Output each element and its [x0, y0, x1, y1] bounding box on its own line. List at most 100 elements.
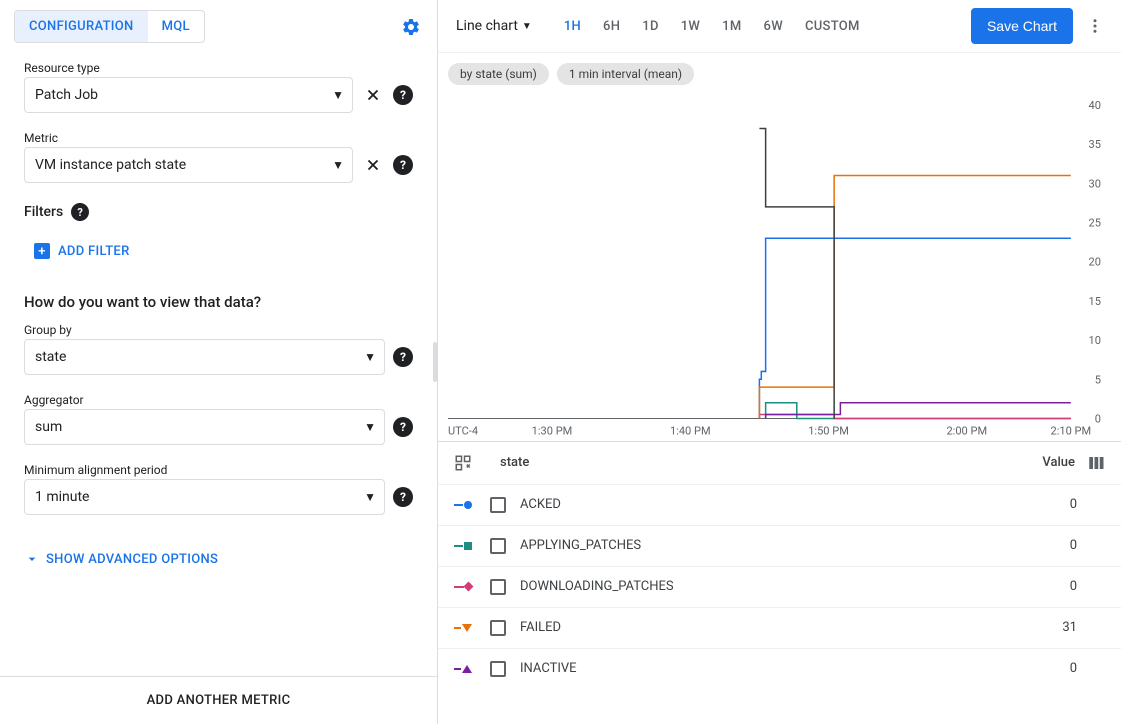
help-icon[interactable]: ? — [393, 155, 413, 175]
help-icon[interactable]: ? — [393, 85, 413, 105]
legend-marker — [454, 542, 472, 550]
aggregator-field: Aggregator sum ▼ ? — [24, 393, 413, 445]
config-panel: CONFIGURATION MQL Resource type Patch Jo… — [0, 0, 438, 724]
legend-row[interactable]: APPLYING_PATCHES 0 — [438, 525, 1121, 566]
legend-marker — [454, 583, 472, 590]
time-range-tabs: 1H6H1D1W1M6WCUSTOM — [554, 13, 870, 40]
time-range-6w[interactable]: 6W — [754, 13, 793, 40]
legend-checkbox[interactable] — [490, 579, 506, 595]
alignment-label: Minimum alignment period — [24, 463, 413, 477]
chip: by state (sum) — [448, 63, 549, 85]
clear-resource-type-button[interactable] — [361, 83, 385, 107]
svg-text:10: 10 — [1089, 334, 1101, 347]
legend-value: 0 — [1070, 497, 1077, 512]
group-by-value: state — [35, 349, 66, 365]
legend-label: DOWNLOADING_PATCHES — [520, 579, 1070, 594]
tabs: CONFIGURATION MQL — [14, 10, 205, 43]
chevron-down-icon: ▼ — [364, 420, 376, 434]
chart-panel: Line chart ▼ 1H6H1D1W1M6WCUSTOM Save Cha… — [438, 0, 1121, 724]
legend-label: APPLYING_PATCHES — [520, 538, 1070, 553]
help-icon[interactable]: ? — [71, 203, 89, 221]
plus-icon: + — [34, 243, 50, 259]
save-chart-button[interactable]: Save Chart — [971, 8, 1073, 44]
legend-checkbox[interactable] — [490, 661, 506, 677]
chart-type-label: Line chart — [456, 18, 518, 34]
legend-table: state Value ACKED 0 APPLYING_PATCHES 0 D… — [438, 441, 1121, 724]
aggregator-value: sum — [35, 419, 62, 435]
line-chart: 0510152025303540UTC-41:30 PM1:40 PM1:50 … — [448, 95, 1111, 441]
aggregator-select[interactable]: sum ▼ — [24, 409, 385, 445]
add-metric-button[interactable]: ADD ANOTHER METRIC — [0, 676, 437, 724]
more-options-button[interactable] — [1079, 10, 1111, 42]
legend-row[interactable]: INACTIVE 0 — [438, 648, 1121, 689]
metric-value: VM instance patch state — [35, 157, 186, 173]
gear-icon — [401, 17, 421, 37]
help-icon[interactable]: ? — [393, 347, 413, 367]
legend-value: 0 — [1070, 661, 1077, 676]
chevron-down-icon: ▼ — [332, 88, 344, 102]
svg-text:15: 15 — [1089, 295, 1101, 308]
chevron-down-icon: ▼ — [522, 21, 532, 32]
legend-label: INACTIVE — [520, 661, 1070, 676]
time-range-6h[interactable]: 6H — [593, 13, 630, 40]
tab-configuration[interactable]: CONFIGURATION — [15, 11, 148, 42]
legend-checkbox[interactable] — [490, 538, 506, 554]
chart-toolbar: Line chart ▼ 1H6H1D1W1M6WCUSTOM Save Cha… — [438, 0, 1121, 53]
svg-text:40: 40 — [1089, 99, 1101, 112]
time-range-1d[interactable]: 1D — [632, 13, 668, 40]
legend-value: 31 — [1062, 620, 1077, 635]
legend-value: 0 — [1070, 579, 1077, 594]
legend-header: state Value — [438, 442, 1121, 484]
legend-label: ACKED — [520, 497, 1070, 512]
svg-text:1:30 PM: 1:30 PM — [532, 425, 573, 438]
metric-select[interactable]: VM instance patch state ▼ — [24, 147, 353, 183]
legend-label: FAILED — [520, 620, 1062, 635]
panel-resize-handle[interactable] — [433, 342, 437, 382]
resource-type-select[interactable]: Patch Job ▼ — [24, 77, 353, 113]
time-range-custom[interactable]: CUSTOM — [795, 13, 870, 40]
chevron-down-icon — [24, 551, 40, 567]
settings-button[interactable] — [399, 15, 423, 39]
help-icon[interactable]: ? — [393, 417, 413, 437]
alignment-field: Minimum alignment period 1 minute ▼ ? — [24, 463, 413, 515]
group-by-field: Group by state ▼ ? — [24, 323, 413, 375]
time-range-1w[interactable]: 1W — [671, 13, 710, 40]
columns-icon[interactable] — [1087, 454, 1105, 472]
metric-label: Metric — [24, 131, 413, 145]
legend-checkbox[interactable] — [490, 497, 506, 513]
add-filter-button[interactable]: + ADD FILTER — [24, 225, 413, 269]
svg-text:5: 5 — [1095, 373, 1101, 386]
time-range-1m[interactable]: 1M — [712, 13, 751, 40]
metric-field: Metric VM instance patch state ▼ ? — [24, 131, 413, 183]
view-question: How do you want to view that data? — [24, 293, 413, 311]
chevron-down-icon: ▼ — [332, 158, 344, 172]
grid-icon — [454, 454, 472, 472]
alignment-select[interactable]: 1 minute ▼ — [24, 479, 385, 515]
svg-text:25: 25 — [1089, 217, 1101, 230]
filters-label: Filters — [24, 204, 63, 220]
group-by-select[interactable]: state ▼ — [24, 339, 385, 375]
close-icon — [364, 86, 382, 104]
group-by-label: Group by — [24, 323, 413, 337]
time-range-1h[interactable]: 1H — [554, 13, 591, 40]
help-icon[interactable]: ? — [393, 487, 413, 507]
resource-type-label: Resource type — [24, 61, 413, 75]
legend-row[interactable]: DOWNLOADING_PATCHES 0 — [438, 566, 1121, 607]
chevron-down-icon: ▼ — [364, 350, 376, 364]
show-advanced-button[interactable]: SHOW ADVANCED OPTIONS — [24, 533, 413, 585]
close-icon — [364, 156, 382, 174]
svg-text:2:00 PM: 2:00 PM — [946, 425, 987, 438]
chart-type-select[interactable]: Line chart ▼ — [448, 12, 540, 40]
clear-metric-button[interactable] — [361, 153, 385, 177]
legend-row[interactable]: FAILED 31 — [438, 607, 1121, 648]
show-advanced-label: SHOW ADVANCED OPTIONS — [46, 552, 218, 567]
add-filter-label: ADD FILTER — [58, 244, 130, 259]
chart-area: 0510152025303540UTC-41:30 PM1:40 PM1:50 … — [438, 89, 1121, 441]
legend-row[interactable]: ACKED 0 — [438, 484, 1121, 525]
tab-mql[interactable]: MQL — [148, 11, 204, 42]
legend-marker — [454, 665, 472, 673]
svg-text:UTC-4: UTC-4 — [448, 425, 478, 438]
legend-checkbox[interactable] — [490, 620, 506, 636]
svg-text:1:50 PM: 1:50 PM — [808, 425, 849, 438]
svg-text:35: 35 — [1089, 138, 1101, 151]
